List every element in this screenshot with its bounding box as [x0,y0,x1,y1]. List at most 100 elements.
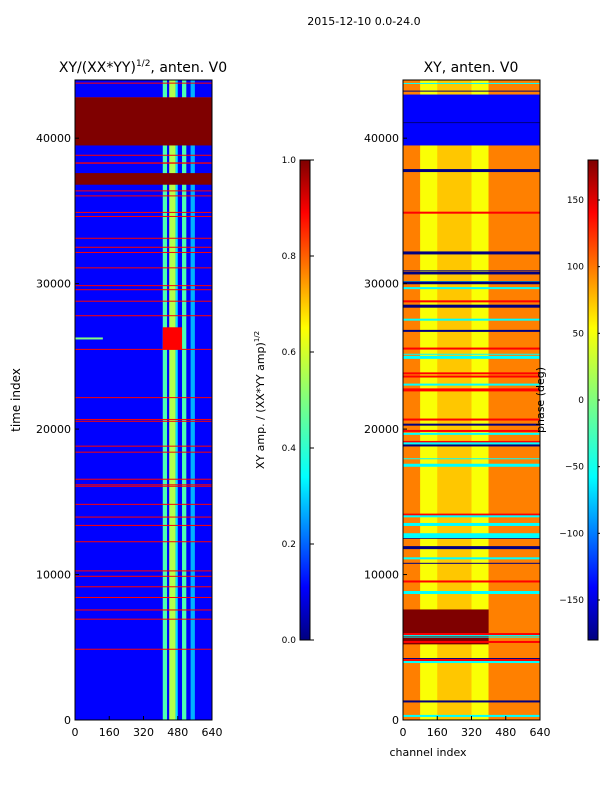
x-tick-label: 640 [530,726,551,739]
heatmap-line [75,451,212,453]
left-title-sup: 1/2 [136,59,150,69]
heatmap-line [403,300,540,303]
heatmap-column [182,80,187,720]
heatmap-line [403,90,540,92]
right-colorbar-ticks: −150 −100 −50 0 50 100 150 [559,196,600,606]
x-tick-label: 160 [99,726,120,739]
heatmap-column [190,80,195,720]
heatmap-line [403,169,540,171]
heatmap-line [403,658,540,661]
heatmap-line [75,609,212,611]
right-heatmap [403,80,540,720]
x-tick-label: 0 [400,726,407,739]
heatmap-line [75,485,212,487]
right-colorbar-label: phase (deg) [534,367,547,433]
colorbar-tick-label: 0.8 [282,252,297,262]
heatmap-line [75,445,212,447]
heatmap-line [75,82,212,84]
colorbar-tick-label: 0.6 [282,348,297,358]
heatmap-line [75,195,212,197]
heatmap-line [403,82,540,84]
heatmap-line [75,575,212,577]
heatmap-line [75,618,212,620]
y-tick-label: 0 [64,714,71,727]
heatmap-line [403,580,540,583]
heatmap-line [75,300,212,302]
heatmap-line [403,442,540,445]
heatmap-line [403,640,540,643]
colorbar-tick-label: −50 [565,463,584,473]
heatmap-line [75,154,212,156]
x-tick-label: 0 [72,726,79,739]
heatmap-line [403,513,540,517]
right-panel: XY, anten. V0 0 160 320 480 640 0 10000 20000 30… [364,60,551,759]
heatmap-line [75,397,212,399]
heatmap-line [75,516,212,518]
x-tick-label: 320 [133,726,154,739]
heatmap-line [403,636,540,638]
x-tick-label: 160 [427,726,448,739]
y-tick-label: 40000 [36,132,71,145]
y-tick-label: 0 [392,714,399,727]
right-colorbar-bar [587,159,599,641]
left-colorbar-ticks: 0.0 0.2 0.4 0.6 0.8 1.0 [282,156,314,646]
heatmap-line [403,522,540,526]
heatmap-line [75,418,212,420]
heatmap-line [75,348,212,350]
x-tick-label: 480 [495,726,516,739]
heatmap-line [403,458,540,460]
heatmap-line [403,562,540,564]
figure-suptitle: 2015-12-10 0.0-24.0 [307,15,420,28]
heatmap-line [75,211,212,213]
heatmap-line [403,383,540,386]
right-xlabel: channel index [389,746,467,759]
heatmap-line [403,536,540,539]
left-colorbar-label-sup: 1/2 [253,331,261,342]
heatmap-line [403,347,540,350]
heatmap-line [403,318,540,321]
colorbar-tick-label: 1.0 [282,156,297,166]
heatmap-line [403,211,540,214]
x-tick-label: 640 [202,726,223,739]
heatmap-line [403,355,540,359]
heatmap-line [403,423,540,426]
heatmap-line [75,215,212,217]
y-tick-label: 30000 [36,278,71,291]
heatmap-line [403,700,540,703]
colorbar-tick-label: 50 [573,329,585,339]
right-axes-ticks: 0 160 320 480 640 0 10000 20000 30000 40000 [364,132,551,739]
heatmap-block [403,609,489,645]
heatmap-column [169,80,176,720]
left-title-main: XY/(XX*YY) [59,60,136,76]
heatmap-line [403,429,540,432]
colorbar-tick-label: 0.4 [282,444,297,454]
heatmap-line [75,162,212,164]
heatmap-line [75,237,212,239]
heatmap-line [75,541,212,543]
heatmap-line [403,463,540,467]
heatmap-line [403,122,540,124]
right-colorbar: −150 −100 −50 0 50 100 150 phase (deg) [534,159,600,641]
heatmap-line [403,353,540,355]
heatmap-line [75,246,212,248]
heatmap-line [75,315,212,317]
heatmap-band [488,80,540,720]
left-colorbar: 0.0 0.2 0.4 0.6 0.8 1.0 XY amp. / (XX*YY amp)… [253,156,314,646]
heatmap-line [75,289,212,291]
heatmap-line [403,634,540,636]
left-colorbar-bar [299,159,311,641]
heatmap-line [403,270,540,272]
heatmap-line [403,444,540,447]
heatmap-line [403,287,540,290]
heatmap-column [175,80,178,720]
heatmap-line [75,267,212,269]
heatmap-line [75,596,212,598]
heatmap-background [75,80,212,720]
heatmap-line [403,418,540,421]
heatmap-line [403,281,540,284]
heatmap-block [75,97,212,146]
heatmap-spot [162,327,183,350]
left-heatmap [75,80,212,720]
heatmap-line [403,557,540,560]
